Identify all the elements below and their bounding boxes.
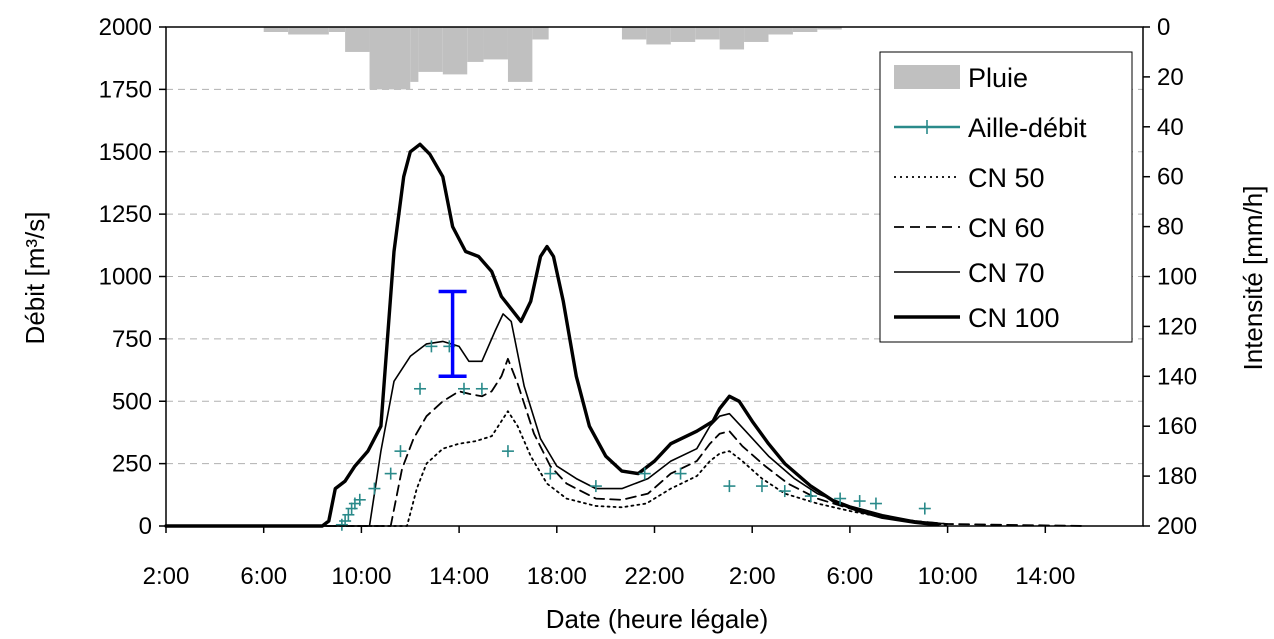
rain-bar [263,27,289,32]
y-tick-label-left: 1500 [99,139,152,166]
aille-debit-point [414,382,427,395]
aille-debit-point [368,482,381,495]
aille-debit-point [834,492,847,505]
y-tick-label-left: 250 [112,451,152,478]
rain-bar [744,27,769,42]
y-tick-label-right: 40 [1157,114,1184,141]
rain-bar [768,27,793,35]
y-tick-label-right: 200 [1157,513,1197,540]
rain-bar [345,27,370,52]
aille-debit-point [804,490,817,503]
rain-bar [442,27,468,75]
y-axis-label-left: Débit [m³/s] [20,212,50,345]
x-tick-label: 10:00 [918,563,978,590]
rain-bar [288,27,329,35]
rain-bar [418,27,443,72]
x-tick-label: 10:00 [331,563,391,590]
y-tick-label-left: 750 [112,326,152,353]
legend-label: Pluie [968,63,1028,93]
rain-bar [410,27,419,82]
y-tick-label-right: 120 [1157,313,1197,340]
aille-debit-point [384,467,397,480]
error-bar [438,289,467,379]
aille-debit-point [778,485,791,498]
rain-bar [695,27,720,40]
aille-debit-point [501,445,514,458]
y-tick-label-right: 0 [1157,14,1170,41]
legend-label: CN 100 [968,303,1060,333]
aille-debit-point [918,502,931,515]
aille-debit-point [394,445,407,458]
y-tick-label-right: 180 [1157,463,1197,490]
x-tick-label: 6:00 [240,563,287,590]
x-tick-label: 18:00 [527,563,587,590]
aille-debit-point [723,480,736,493]
legend-label: CN 60 [968,213,1045,243]
legend-frame [879,51,1133,343]
aille-debit-point [853,495,866,508]
y-tick-label-right: 20 [1157,64,1184,91]
rain-bar [507,27,533,82]
aille-debit-point [475,382,488,395]
y-axis-label-right: Intensité [mm/h] [1238,186,1268,371]
rain-bar [792,27,818,32]
rain-bar [532,27,549,40]
legend-marker-aille-debit [920,120,934,134]
aille-debit-point [638,467,651,480]
x-tick-label: 2:00 [729,563,776,590]
x-tick-label: 14:00 [429,563,489,590]
tick-labels: 0 250 500 750 1000 1250 1500 1750 2000 0 20 40 60 80 1… [99,14,1197,590]
x-tick-label: 2:00 [143,563,190,590]
rain-bar [817,27,842,30]
rain-bars [263,27,842,90]
gridlines [166,88,1143,465]
aille-debit-point [339,515,352,528]
y-tick-label-right: 60 [1157,164,1184,191]
x-tick-label: 22:00 [624,563,684,590]
y-tick-label-right: 100 [1157,264,1197,291]
y-tick-label-left: 1750 [99,76,152,103]
y-tick-label-left: 0 [139,513,152,540]
legend-label: Aille-débit [968,113,1087,143]
legend: Pluie Aille-débit CN 50 CN 60 CN 70 CN 100 [879,51,1133,343]
y-tick-label-left: 1250 [99,201,152,228]
x-tick-label: 6:00 [827,563,874,590]
y-tick-label-right: 80 [1157,214,1184,241]
rain-bar [483,27,508,60]
aille-debit-point [544,467,557,480]
series-line-cn-50 [165,410,949,527]
rain-bar [467,27,484,62]
x-tick-label: 14:00 [1015,563,1075,590]
y-tick-label-left: 1000 [99,264,152,291]
aille-debit-point [457,382,470,395]
rain-bar [621,27,647,40]
axes [159,26,1150,533]
series-line-cn-100 [164,142,940,528]
aille-debit-point [755,480,768,493]
aille-debit-point [425,340,438,353]
y-tick-label-right: 160 [1157,413,1197,440]
y-tick-label-left: 2000 [99,14,152,41]
rain-bar [369,27,411,90]
aille-debit-point [674,467,687,480]
aille-debit-point [869,497,882,510]
legend-label: CN 50 [968,163,1045,193]
aille-debit-point [353,493,366,506]
y-tick-label-right: 140 [1157,363,1197,390]
rain-bar [719,27,745,50]
x-axis-label: Date (heure légale) [546,604,769,634]
rain-bar [646,27,671,45]
rain-bar [328,27,346,32]
y-tick-label-left: 500 [112,388,152,415]
aille-debit-point [342,508,355,521]
aille-debit-point [589,480,602,493]
legend-swatch-pluie [894,65,960,89]
aille-debit-markers [335,340,931,531]
series-line-cn-60 [165,357,1087,527]
legend-label: CN 70 [968,258,1045,288]
rain-bar [670,27,696,42]
